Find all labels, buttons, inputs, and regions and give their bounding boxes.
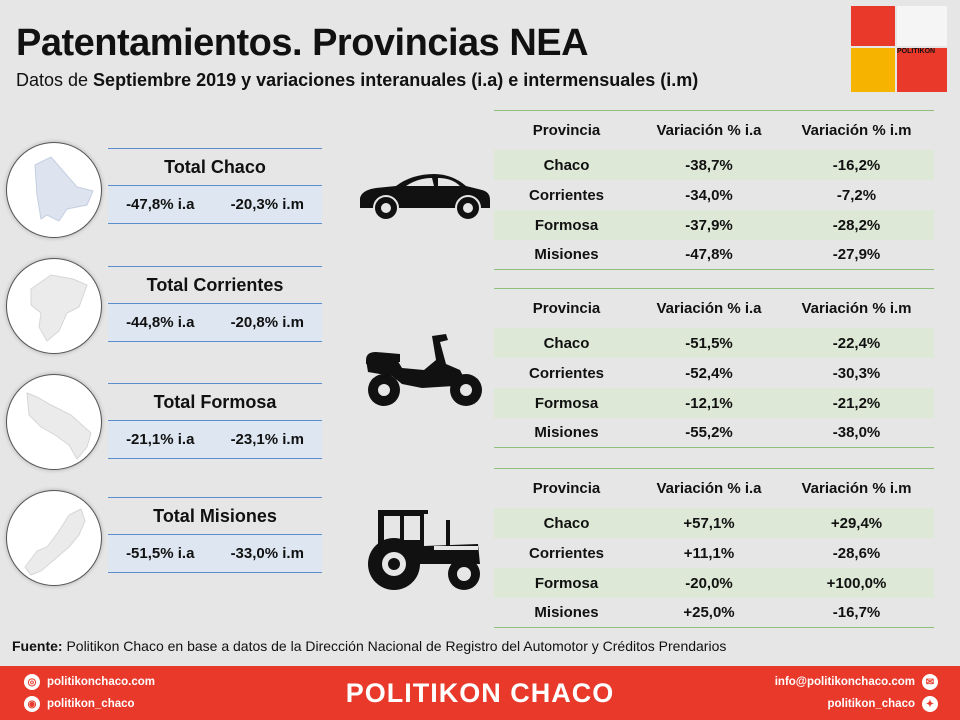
- total-formosa: Total Formosa -21,1% i.a -23,1% i.m: [108, 383, 322, 459]
- corrientes-map: [6, 258, 102, 354]
- logo-text: POLITIKON: [897, 48, 936, 55]
- col-ia: Variación % i.a: [656, 122, 762, 139]
- mail-icon: ✉: [922, 674, 938, 690]
- total-misiones: Total Misiones -51,5% i.a -33,0% i.m: [108, 497, 322, 573]
- total-label: Total Misiones: [108, 497, 322, 535]
- total-chaco: Total Chaco -47,8% i.a -20,3% i.m: [108, 148, 322, 224]
- table-row: Misiones +25,0% -16,7%: [494, 598, 934, 628]
- col-ia: Variación % i.a: [656, 480, 762, 497]
- table-row: Chaco +57,1% +29,4%: [494, 508, 934, 538]
- footer-brand: POLITIKON CHACO: [345, 678, 615, 708]
- total-im: -20,3% i.m: [230, 196, 304, 213]
- motorcycle-table: Provincia Variación % i.a Variación % i.m …: [494, 288, 934, 448]
- tractor-icon: [358, 506, 490, 597]
- total-ia: -47,8% i.a: [126, 196, 195, 213]
- total-im: -20,8% i.m: [230, 314, 304, 331]
- total-label: Total Corrientes: [108, 266, 322, 304]
- total-ia: -51,5% i.a: [126, 545, 195, 562]
- footer-bar: POLITIKON CHACO ◎ politikonchaco.com ◉ pol…: [0, 666, 960, 720]
- formosa-map: [6, 374, 102, 470]
- col-provincia: Provincia: [532, 300, 601, 317]
- car-table: Provincia Variación % i.a Variación % i.m …: [494, 110, 934, 270]
- source-label: Fuente:: [12, 638, 63, 654]
- col-ia: Variación % i.a: [656, 300, 762, 317]
- motorcycle-icon: [362, 330, 486, 415]
- col-provincia: Provincia: [532, 480, 601, 497]
- col-im: Variación % i.m: [801, 480, 912, 497]
- table-row: Chaco -38,7% -16,2%: [494, 150, 934, 180]
- instagram-icon: ◉: [24, 696, 40, 712]
- twitter-icon: ✦: [922, 696, 938, 712]
- col-provincia: Provincia: [532, 122, 601, 139]
- tractor-table: Provincia Variación % i.a Variación % i.m …: [494, 468, 934, 628]
- table-row: Corrientes +11,1% -28,6%: [528, 544, 881, 562]
- table-row: Chaco -51,5% -22,4%: [494, 328, 934, 358]
- misiones-map: [6, 490, 102, 586]
- table-row: Corrientes -34,0% -7,2%: [528, 186, 877, 204]
- col-im: Variación % i.m: [801, 300, 912, 317]
- footer-web[interactable]: ◎ politikonchaco.com: [24, 674, 155, 690]
- total-im: -23,1% i.m: [230, 431, 304, 448]
- footer-instagram[interactable]: ◉ politikon_chaco: [24, 696, 135, 712]
- total-label: Total Chaco: [108, 148, 322, 186]
- total-label: Total Formosa: [108, 383, 322, 421]
- table-row: Formosa -20,0% +100,0%: [494, 568, 934, 598]
- table-row: Misiones -55,2% -38,0%: [494, 418, 934, 448]
- page-subtitle: Datos de Septiembre 2019 y variaciones i…: [16, 70, 698, 91]
- footer-email[interactable]: info@politikonchaco.com ✉: [775, 674, 938, 690]
- total-ia: -21,1% i.a: [126, 431, 195, 448]
- globe-icon: ◎: [24, 674, 40, 690]
- total-ia: -44,8% i.a: [126, 314, 195, 331]
- table-row: Misiones -47,8% -27,9%: [494, 240, 934, 270]
- table-row: Corrientes -52,4% -30,3%: [528, 364, 881, 382]
- table-row: Formosa -37,9% -28,2%: [494, 210, 934, 240]
- total-corrientes: Total Corrientes -44,8% i.a -20,8% i.m: [108, 266, 322, 342]
- politikon-logo: POLITIKON: [851, 6, 947, 92]
- source-text: Politikon Chaco en base a datos de la Di…: [62, 638, 727, 654]
- subtitle-bold: Septiembre 2019 y variaciones interanual…: [93, 70, 699, 90]
- total-im: -33,0% i.m: [230, 545, 304, 562]
- chaco-map: [6, 142, 102, 238]
- footer-twitter[interactable]: politikon_chaco ✦: [827, 696, 938, 712]
- table-row: Formosa -12,1% -21,2%: [494, 388, 934, 418]
- page-title: Patentamientos. Provincias NEA: [16, 22, 589, 64]
- car-icon: [356, 168, 492, 229]
- subtitle-prefix: Datos de: [16, 70, 94, 90]
- col-im: Variación % i.m: [801, 122, 912, 139]
- source-note: Fuente: Politikon Chaco en base a datos …: [12, 638, 726, 654]
